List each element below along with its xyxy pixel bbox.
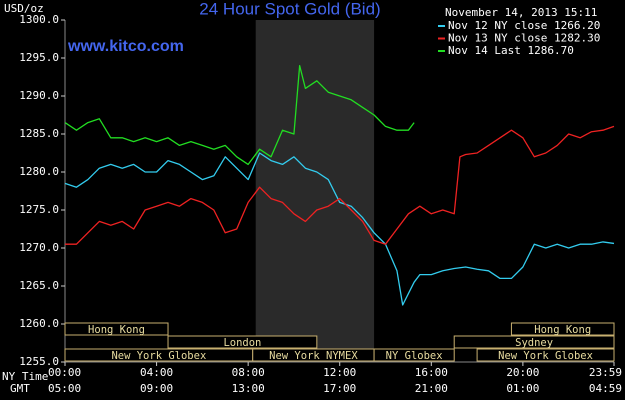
x-tick-label: 08:00 xyxy=(232,366,265,379)
x-tick-label: 20:00 xyxy=(506,366,539,379)
y-tick-label: 1300.0 xyxy=(19,13,59,26)
series-line xyxy=(65,125,615,245)
highlight-band xyxy=(255,20,375,362)
x-tick-label: 04:00 xyxy=(140,366,173,379)
series-line xyxy=(64,64,415,166)
session-box xyxy=(373,348,455,362)
y-tick-label: 1265.0 xyxy=(19,279,59,292)
session-label: London xyxy=(223,337,261,349)
y-tick-label: 1260.0 xyxy=(19,317,59,330)
session-label: Hong Kong xyxy=(534,324,591,336)
y-tick-label: 1290.0 xyxy=(19,89,59,102)
legend-label: Nov 14 Last 1286.70 xyxy=(448,44,574,57)
y-tick-label: 1255.0 xyxy=(19,355,59,368)
x-tick-label: 23:59 xyxy=(589,366,622,379)
y-tick-label: 1285.0 xyxy=(19,127,59,140)
watermark: www.kitco.com xyxy=(67,38,184,55)
x-axis-label: NY Time xyxy=(2,370,48,383)
legend-label: Nov 13 NY close 1282.30 xyxy=(448,32,600,45)
x2-tick-label: 05:00 xyxy=(48,382,81,395)
x-tick-label: 00:00 xyxy=(48,366,81,379)
legend-label: Nov 12 NY close 1266.20 xyxy=(448,19,600,32)
session-label: Hong Kong xyxy=(88,324,145,336)
x2-tick-label: 21:00 xyxy=(415,382,448,395)
x-tick-label: 16:00 xyxy=(415,366,448,379)
y-tick-label: 1295.0 xyxy=(19,51,59,64)
session-box xyxy=(510,322,615,336)
chart-title: 24 Hour Spot Gold (Bid) xyxy=(199,0,380,18)
x2-tick-label: 04:59 xyxy=(589,382,622,395)
session-label: New York Globex xyxy=(498,350,593,362)
session-label: New York Globex xyxy=(111,350,206,362)
session-label: New York NYMEX xyxy=(269,350,358,362)
session-box xyxy=(476,348,615,362)
session-label: NY Globex xyxy=(386,350,443,362)
session-label: Sydney xyxy=(515,337,553,349)
y-axis-label: USD/oz xyxy=(4,2,44,15)
x2-axis-label: GMT xyxy=(10,382,30,395)
series-line xyxy=(64,152,615,306)
x-tick-label: 12:00 xyxy=(323,366,356,379)
session-box xyxy=(64,322,169,336)
y-tick-label: 1270.0 xyxy=(19,241,59,254)
session-box xyxy=(453,335,615,349)
x2-tick-label: 01:00 xyxy=(506,382,539,395)
x2-tick-label: 17:00 xyxy=(323,382,356,395)
session-box xyxy=(167,335,318,349)
timestamp: November 14, 2013 15:11 xyxy=(445,6,597,19)
x2-tick-label: 13:00 xyxy=(232,382,265,395)
y-tick-label: 1280.0 xyxy=(19,165,59,178)
y-tick-label: 1275.0 xyxy=(19,203,59,216)
x2-tick-label: 09:00 xyxy=(140,382,173,395)
